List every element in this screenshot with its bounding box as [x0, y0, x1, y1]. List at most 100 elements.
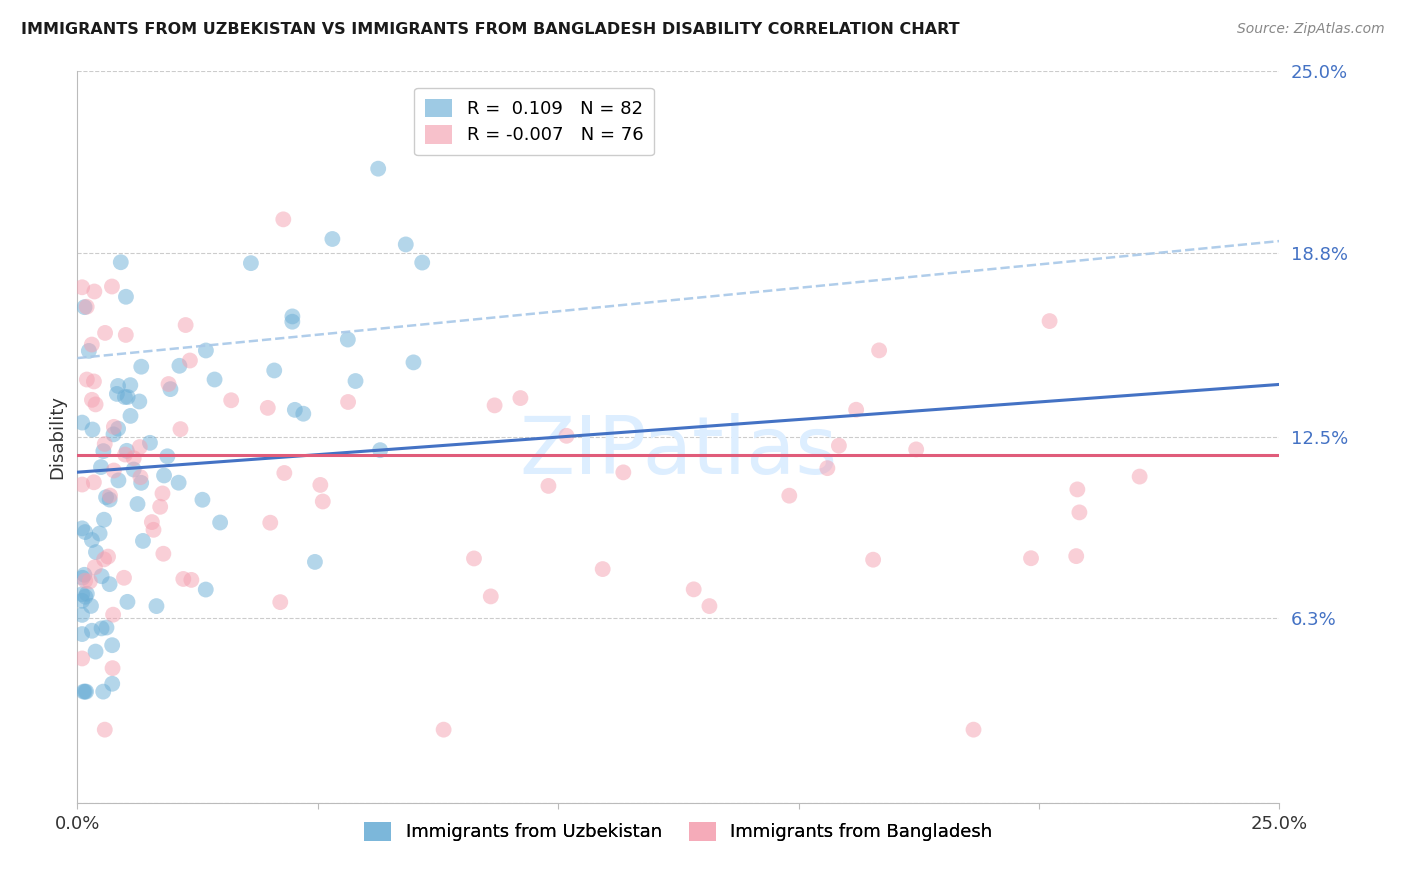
Point	[70, 521, 93, 535]
Point	[115, 290, 138, 304]
Point	[70, 651, 93, 665]
Point	[112, 571, 135, 585]
Point	[79, 574, 101, 589]
Point	[122, 451, 145, 466]
Point	[1038, 314, 1060, 328]
Point	[84, 397, 107, 411]
Point	[509, 391, 531, 405]
Point	[101, 607, 124, 622]
Point	[194, 582, 217, 597]
Point	[107, 422, 129, 436]
Point	[70, 627, 93, 641]
Point	[84, 644, 107, 658]
Point	[699, 599, 721, 613]
Point	[152, 547, 174, 561]
Point	[90, 621, 112, 635]
Point	[77, 343, 100, 358]
Point	[141, 515, 163, 529]
Point	[145, 599, 167, 613]
Point	[194, 343, 217, 358]
Point	[962, 723, 984, 737]
Point	[115, 443, 138, 458]
Point	[73, 300, 96, 314]
Point	[70, 416, 93, 430]
Point	[778, 489, 800, 503]
Point	[281, 310, 304, 324]
Point	[209, 516, 232, 530]
Point	[1069, 505, 1091, 519]
Point	[101, 638, 124, 652]
Point	[94, 490, 117, 504]
Point	[114, 390, 136, 404]
Point	[114, 448, 136, 462]
Point	[167, 475, 190, 490]
Point	[395, 237, 418, 252]
Point	[70, 477, 93, 491]
Point	[555, 429, 578, 443]
Point	[120, 378, 142, 392]
Point	[312, 494, 335, 508]
Text: ZIPatlas: ZIPatlas	[519, 413, 838, 491]
Point	[75, 574, 97, 588]
Point	[101, 661, 124, 675]
Point	[80, 624, 103, 638]
Point	[263, 363, 285, 377]
Point	[75, 524, 97, 539]
Point	[259, 516, 281, 530]
Point	[180, 573, 202, 587]
Point	[862, 552, 884, 566]
Point	[98, 489, 121, 503]
Point	[75, 590, 97, 604]
Point	[103, 463, 125, 477]
Point	[117, 595, 139, 609]
Point	[336, 333, 359, 347]
Point	[592, 562, 614, 576]
Point	[72, 684, 94, 698]
Point	[76, 372, 98, 386]
Point	[402, 355, 425, 369]
Point	[93, 444, 115, 458]
Point	[157, 377, 180, 392]
Point	[80, 533, 103, 547]
Point	[156, 450, 179, 464]
Text: Source: ZipAtlas.com: Source: ZipAtlas.com	[1237, 22, 1385, 37]
Point	[96, 621, 118, 635]
Point	[101, 279, 124, 293]
Point	[321, 232, 343, 246]
Point	[292, 407, 315, 421]
Point	[152, 486, 174, 500]
Point	[80, 392, 103, 407]
Point	[344, 374, 367, 388]
Point	[80, 599, 103, 613]
Point	[868, 343, 890, 358]
Point	[612, 466, 634, 480]
Point	[80, 337, 103, 351]
Point	[463, 551, 485, 566]
Point	[70, 587, 93, 601]
Point	[411, 255, 433, 269]
Y-axis label: Disability: Disability	[48, 395, 66, 479]
Point	[94, 723, 117, 737]
Point	[70, 594, 93, 608]
Point	[103, 427, 125, 442]
Point	[127, 497, 149, 511]
Point	[91, 684, 114, 698]
Point	[72, 571, 94, 585]
Text: IMMIGRANTS FROM UZBEKISTAN VS IMMIGRANTS FROM BANGLADESH DISABILITY CORRELATION : IMMIGRANTS FROM UZBEKISTAN VS IMMIGRANTS…	[21, 22, 960, 37]
Point	[271, 212, 294, 227]
Point	[75, 684, 97, 698]
Legend: Immigrants from Uzbekistan, Immigrants from Bangladesh: Immigrants from Uzbekistan, Immigrants f…	[357, 814, 1000, 848]
Point	[239, 256, 262, 270]
Point	[70, 280, 93, 294]
Point	[159, 382, 181, 396]
Point	[90, 569, 112, 583]
Point	[815, 461, 838, 475]
Point	[73, 684, 96, 698]
Point	[83, 475, 105, 490]
Point	[90, 460, 112, 475]
Point	[107, 379, 129, 393]
Point	[128, 394, 150, 409]
Point	[107, 474, 129, 488]
Point	[120, 409, 142, 423]
Point	[105, 387, 128, 401]
